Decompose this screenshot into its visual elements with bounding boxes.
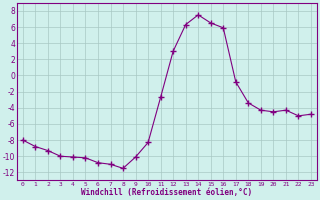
X-axis label: Windchill (Refroidissement éolien,°C): Windchill (Refroidissement éolien,°C) (81, 188, 252, 197)
